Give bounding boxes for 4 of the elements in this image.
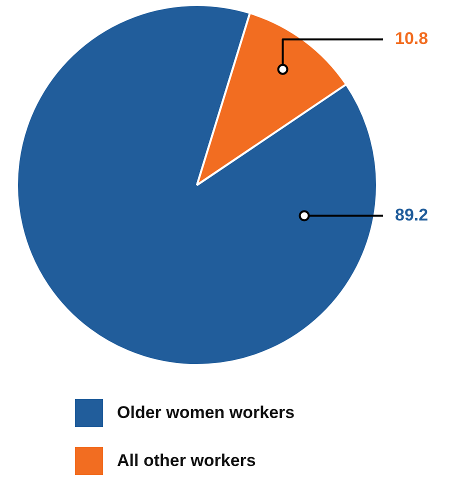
legend-label: All other workers <box>117 451 256 471</box>
data-label: 10.8 <box>395 29 428 48</box>
data-label: 89.2 <box>395 205 428 224</box>
legend-label: Older women workers <box>117 403 295 423</box>
